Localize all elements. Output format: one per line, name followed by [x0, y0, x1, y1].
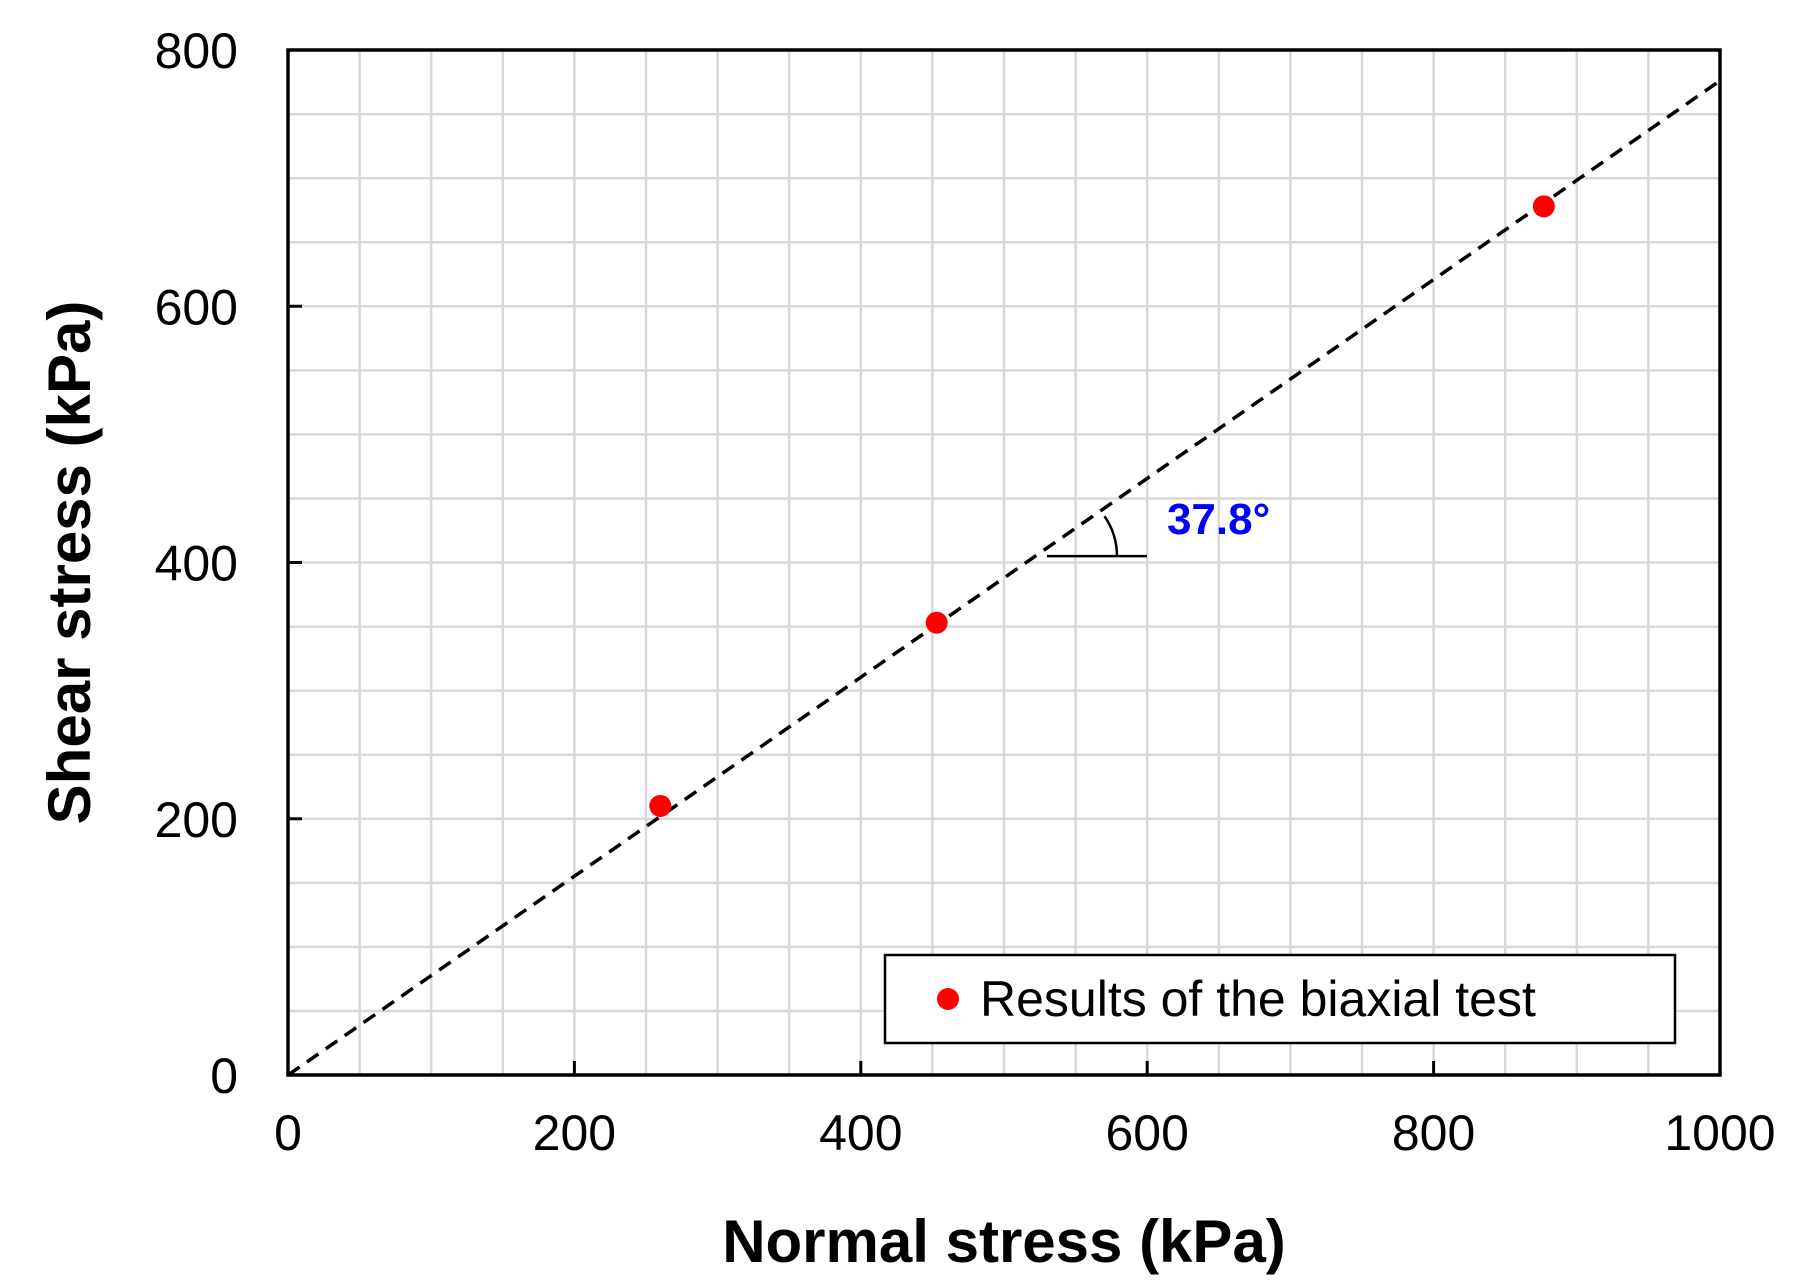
legend-marker — [937, 988, 959, 1010]
x-tick-label: 400 — [819, 1105, 902, 1161]
x-axis-ticks: 0 200 400 600 800 1000 — [274, 1061, 1776, 1161]
legend: Results of the biaxial test — [883, 953, 1677, 1045]
x-tick-label: 1000 — [1664, 1105, 1775, 1161]
angle-arc — [1103, 515, 1119, 557]
fit-line — [287, 79, 1721, 1077]
y-tick-label: 400 — [155, 536, 238, 592]
x-tick-label: 0 — [274, 1105, 302, 1161]
y-tick-label: 600 — [155, 279, 238, 335]
y-axis-title: Shear stress (kPa) — [36, 301, 103, 825]
legend-box — [883, 953, 1677, 1045]
data-points — [649, 195, 1555, 817]
x-tick-label: 200 — [533, 1105, 616, 1161]
x-tick-label: 800 — [1392, 1105, 1475, 1161]
x-tick-label: 600 — [1105, 1105, 1188, 1161]
angle-label: 37.8° — [1167, 495, 1270, 544]
y-tick-label: 0 — [210, 1048, 238, 1104]
y-axis-ticks: 0 200 400 600 800 — [155, 23, 302, 1104]
legend-label: Results of the biaxial test — [980, 971, 1536, 1027]
fit-line-layer — [287, 79, 1721, 1077]
data-point — [925, 611, 948, 634]
x-axis-title: Normal stress (kPa) — [722, 1208, 1286, 1275]
y-tick-label: 800 — [155, 23, 238, 79]
data-point — [1532, 195, 1555, 218]
y-tick-label: 200 — [155, 792, 238, 848]
data-point — [649, 794, 672, 817]
angle-annotation: 37.8° — [1046, 495, 1270, 558]
grid — [288, 50, 1720, 1075]
